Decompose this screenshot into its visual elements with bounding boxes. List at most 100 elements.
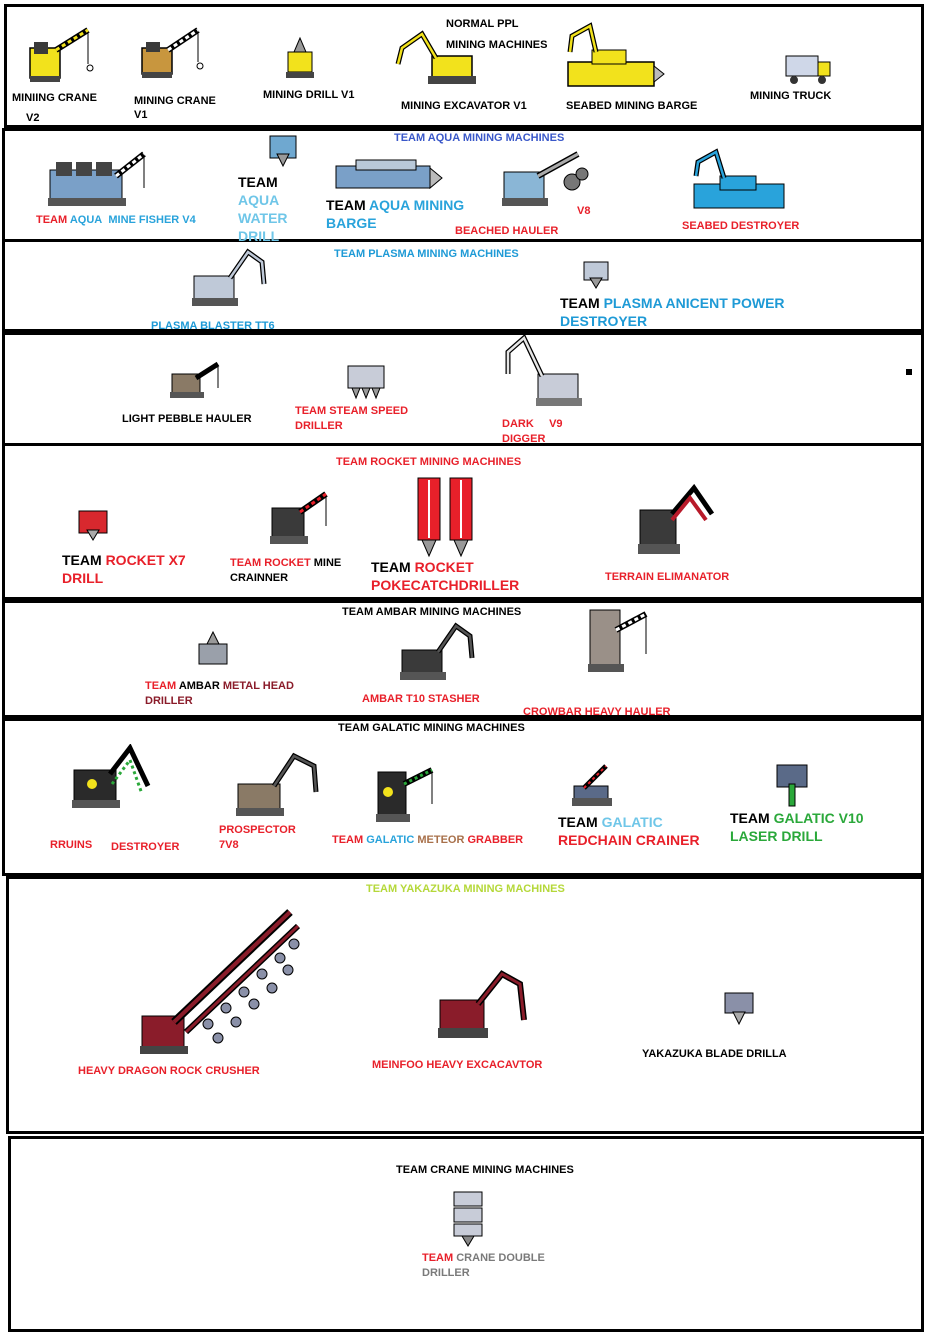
drill-icon xyxy=(347,365,385,400)
meinfoo-label: MEINFOO HEAVY EXCACAVTOR xyxy=(372,1059,543,1071)
drill-icon xyxy=(583,261,609,289)
drill-icon xyxy=(724,992,754,1026)
drill-icon xyxy=(776,764,808,807)
excavator-icon xyxy=(192,248,267,306)
plasma-destroyer-team: TEAM xyxy=(560,295,600,311)
aqua-barge-name: BARGE xyxy=(326,215,377,231)
hauler-icon xyxy=(48,151,146,206)
excavator-icon xyxy=(236,752,319,816)
barge-icon xyxy=(335,159,443,190)
dark-digger-word: DARK xyxy=(502,418,534,430)
drill-icon xyxy=(78,510,108,541)
pokecatch-rocket: ROCKET xyxy=(414,559,474,575)
meteor-grabber-label: TEAM GALATIC METEOR GRABBER xyxy=(332,833,523,848)
aqua-barge-team: TEAM xyxy=(326,197,366,213)
crane-icon xyxy=(638,484,715,554)
beached-hauler-label: BEACHED HAULER xyxy=(455,225,559,237)
crane-heading: TEAM CRANE MINING MACHINES xyxy=(396,1164,574,1176)
beached-v8: V8 xyxy=(577,205,591,217)
x7-name: ROCKET X7 xyxy=(105,552,186,568)
crane-icon xyxy=(29,27,94,82)
crane-icon xyxy=(270,491,328,544)
x7-drill-2: DRILL xyxy=(62,570,104,586)
dark-digger-v9: V9 xyxy=(549,418,563,430)
excavator-icon xyxy=(693,148,785,209)
dragon-crusher-label: HEAVY DRAGON ROCK CRUSHER xyxy=(78,1065,260,1077)
crane-icon xyxy=(588,609,648,672)
dark-digger-2: DIGGER xyxy=(502,433,546,445)
double-driller-label: TEAM CRANE DOUBLE xyxy=(422,1251,545,1266)
hauler-icon xyxy=(170,361,220,398)
double-team: TEAM xyxy=(422,1252,454,1264)
x7-team: TEAM xyxy=(62,552,102,568)
water-drill-team: TEAM xyxy=(238,174,278,190)
prospector-1: PROSPECTOR xyxy=(219,824,296,836)
pokecatch-label: TEAM ROCKET xyxy=(371,558,474,576)
water-drill-1: AQUA xyxy=(238,192,280,208)
mine-fisher-aqua: AQUA xyxy=(69,214,103,226)
plasma-heading: TEAM PLASMA MINING MACHINES xyxy=(334,248,519,260)
rocket-heading: TEAM ROCKET MINING MACHINES xyxy=(336,456,522,468)
truck-icon xyxy=(785,55,831,84)
redchain-team: TEAM xyxy=(558,814,598,830)
aqua-heading: TEAM AQUA MINING MACHINES xyxy=(394,132,565,144)
redchain-name: REDCHAIN CRAINER xyxy=(558,832,700,848)
crane-icon xyxy=(140,909,301,1054)
crane-icon xyxy=(572,764,612,806)
water-drill-2: WATER xyxy=(238,210,288,226)
panel-marker xyxy=(906,369,912,375)
pokecatch-team: TEAM xyxy=(371,559,411,575)
excavator-icon xyxy=(438,970,527,1038)
dark-digger-1: DARK V9 xyxy=(502,417,563,432)
metal-head-name: METAL HEAD xyxy=(222,680,294,692)
prospector-2: 7V8 xyxy=(219,839,239,851)
aqua-barge-label: TEAM AQUA MINING xyxy=(326,196,464,214)
seabed-barge-label: SEABED MINING BARGE xyxy=(566,100,698,112)
crane-v2-label-b: V2 xyxy=(26,112,40,124)
laser-drill-2: LASER DRILL xyxy=(730,828,823,844)
crane-icon xyxy=(141,27,204,78)
yakazuka-heading: TEAM YAKAZUKA MINING MACHINES xyxy=(366,883,565,895)
crowbar-label: CROWBAR HEAVY HAULER xyxy=(523,706,671,718)
x7-drill-label: TEAM ROCKET X7 xyxy=(62,551,186,569)
seabed-destroyer-label: SEABED DESTROYER xyxy=(682,220,800,232)
double-driller-2: DRILLER xyxy=(422,1267,470,1279)
redchain-label: TEAM GALATIC xyxy=(558,813,663,831)
drill-icon xyxy=(269,135,297,168)
drill-icon xyxy=(286,36,314,78)
mine-fisher-name: MINE FISHER V4 xyxy=(108,214,196,226)
drill-icon xyxy=(417,477,473,558)
metal-head-team: TEAM xyxy=(145,680,177,692)
meteor-galatic: GALATIC xyxy=(366,834,415,846)
drill-v1-label: MINING DRILL V1 xyxy=(263,89,355,101)
pokecatch-name: POKECATCHDRILLER xyxy=(371,577,520,593)
water-drill-3: DRILL xyxy=(238,228,280,244)
mine-fisher-team: TEAM xyxy=(36,214,68,226)
steam-driller-2: DRILLER xyxy=(295,420,343,432)
ambar-machines-panel xyxy=(2,600,924,718)
plasma-destroyer-2: DESTROYER xyxy=(560,313,648,329)
crane-v1-label-b: V1 xyxy=(134,109,148,121)
plasma-destroyer-1: PLASMA ANICENT POWER xyxy=(603,295,785,311)
misc-machines-panel xyxy=(2,332,924,446)
metal-head-label: TEAM AMBAR METAL HEAD xyxy=(145,679,294,694)
plasma-blaster-label: PLASMA BLASTER TT6 xyxy=(151,320,275,332)
drill-icon xyxy=(198,630,228,665)
ambar-heading: TEAM AMBAR MINING MACHINES xyxy=(342,606,522,618)
excavator-icon xyxy=(395,30,476,84)
meteor-meteor: METEOR xyxy=(417,834,465,846)
laser-name: GALATIC V10 xyxy=(773,810,864,826)
normal-heading-line1: NORMAL PPL xyxy=(446,18,519,30)
crane-v1-label: MINING CRANE xyxy=(134,95,216,107)
plasma-destroyer-label: TEAM PLASMA ANICENT POWER xyxy=(560,294,785,312)
barge-icon xyxy=(567,22,665,87)
mine-fisher-label: TEAM AQUA MINE FISHER V4 xyxy=(36,213,196,228)
mining-truck-label: MINING TRUCK xyxy=(750,90,832,102)
aqua-barge-aqua: AQUA MINING xyxy=(369,197,465,213)
meteor-grabber: GRABBER xyxy=(467,834,524,846)
excavator-v1-label: MINING EXCAVATOR V1 xyxy=(401,100,527,112)
galatic-machines-panel xyxy=(2,718,924,876)
destroyer-label: DESTROYER xyxy=(111,841,180,853)
rruins-label: RRUINS xyxy=(50,839,93,851)
stasher-label: AMBAR T10 STASHER xyxy=(362,693,480,705)
